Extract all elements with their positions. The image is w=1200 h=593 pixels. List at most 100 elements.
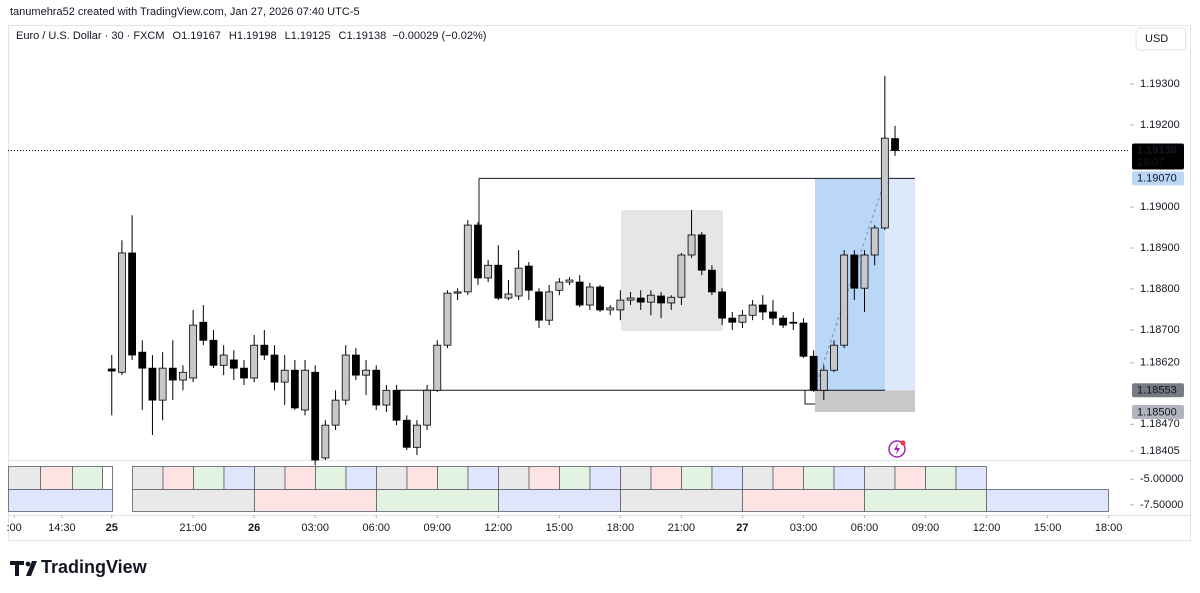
session-box bbox=[223, 466, 255, 490]
header-text: tanumehra52 created with TradingView.com… bbox=[10, 6, 360, 18]
session-box bbox=[8, 466, 41, 490]
position-stop bbox=[815, 390, 915, 413]
candle-body bbox=[718, 291, 726, 319]
candle-body bbox=[189, 324, 198, 379]
session-box bbox=[498, 489, 621, 512]
legend-value: 1.19198 bbox=[237, 30, 277, 42]
candle-body bbox=[331, 399, 340, 426]
range-box bbox=[621, 210, 723, 331]
candle-body bbox=[250, 344, 259, 379]
candle-body bbox=[585, 286, 594, 306]
y-tick-label: 1.19300 bbox=[1140, 78, 1180, 90]
price-badge bbox=[1132, 405, 1184, 420]
session-box bbox=[345, 466, 377, 490]
candle-body bbox=[758, 304, 767, 313]
brand: TradingView bbox=[10, 557, 148, 577]
candle-body bbox=[657, 295, 665, 304]
session-box bbox=[193, 466, 225, 490]
candle-body bbox=[524, 265, 533, 291]
x-tick-label: :00 bbox=[6, 522, 21, 534]
candle-body bbox=[494, 264, 503, 299]
logo-part bbox=[26, 561, 37, 576]
candle-body bbox=[687, 234, 696, 256]
legend-value: 1.19167 bbox=[181, 30, 221, 42]
session-box bbox=[803, 466, 835, 490]
current-price-label: 1.19138 bbox=[1137, 144, 1177, 156]
candle-body bbox=[535, 291, 543, 321]
legend-key: H bbox=[229, 30, 237, 42]
candle-body bbox=[769, 311, 777, 319]
x-tick-label: 03:00 bbox=[790, 522, 818, 534]
x-tick-label: 06:00 bbox=[362, 522, 390, 534]
candle-body bbox=[341, 354, 350, 401]
candle-body bbox=[850, 254, 859, 289]
legend: Euro / U.S. Dollar · 30 · FXCM O1.19167 H1… bbox=[16, 30, 486, 42]
candle-body bbox=[260, 344, 269, 356]
candle-body bbox=[636, 297, 645, 303]
currency-label: USD bbox=[1145, 33, 1168, 45]
x-tick-label: 12:00 bbox=[973, 522, 1001, 534]
candle-body bbox=[158, 367, 167, 401]
candle-body bbox=[575, 281, 584, 306]
session-box bbox=[162, 466, 194, 490]
candle-body bbox=[616, 299, 625, 311]
candle-body bbox=[199, 321, 208, 341]
y-tick-label: 1.18405 bbox=[1140, 445, 1180, 457]
candle-body bbox=[433, 344, 442, 391]
candle-body bbox=[280, 369, 289, 383]
candle-body bbox=[229, 359, 238, 369]
session-box bbox=[72, 466, 103, 490]
candle-body bbox=[240, 367, 248, 379]
y-tick-label: 1.18620 bbox=[1140, 357, 1180, 369]
session-box bbox=[772, 466, 804, 490]
candle-body bbox=[799, 322, 808, 357]
session-box bbox=[833, 466, 865, 490]
session-box bbox=[650, 466, 682, 490]
session-box bbox=[315, 466, 347, 490]
y-tick-label: 1.19000 bbox=[1140, 201, 1180, 213]
candle-body bbox=[545, 291, 554, 321]
session-box bbox=[8, 489, 113, 512]
candle-body bbox=[413, 424, 421, 448]
session-box bbox=[254, 489, 377, 512]
candle-body bbox=[138, 351, 147, 369]
candle-body bbox=[402, 419, 411, 448]
candle-body bbox=[219, 354, 228, 366]
legend-value: 1.19125 bbox=[291, 30, 331, 42]
candle-body bbox=[596, 286, 604, 311]
session-box bbox=[589, 466, 621, 490]
candle-body bbox=[646, 294, 655, 303]
candle-body bbox=[107, 368, 116, 372]
session-box bbox=[864, 466, 896, 490]
candle-body bbox=[677, 254, 686, 298]
candle-body bbox=[880, 137, 889, 229]
candle-body bbox=[463, 224, 472, 293]
currency-button[interactable] bbox=[1135, 27, 1187, 51]
candle-body bbox=[504, 293, 513, 299]
x-tick-label: 26 bbox=[248, 522, 260, 534]
candle-body bbox=[148, 367, 157, 401]
legend-key: O bbox=[173, 30, 182, 42]
x-tick-label: 09:00 bbox=[424, 522, 452, 534]
candle-body bbox=[606, 307, 615, 311]
candle-body bbox=[809, 355, 818, 391]
x-tick-label: 15:00 bbox=[1034, 522, 1062, 534]
logo-part bbox=[10, 561, 24, 576]
brand-name: TradingView bbox=[41, 557, 148, 577]
candle-body bbox=[351, 354, 360, 376]
x-tick-label: 06:00 bbox=[851, 522, 879, 534]
legend-value: 1.19138 bbox=[346, 30, 386, 42]
price-badge bbox=[1132, 171, 1184, 186]
session-box bbox=[498, 466, 530, 490]
entry-bracket bbox=[804, 390, 815, 405]
candle-body bbox=[128, 252, 137, 356]
candle-body bbox=[443, 292, 452, 346]
candle-body bbox=[860, 254, 869, 289]
alert-icon bbox=[888, 440, 906, 458]
session-box bbox=[528, 466, 560, 490]
candle-body bbox=[179, 371, 187, 381]
x-tick-label: 18:00 bbox=[607, 522, 635, 534]
x-tick-label: 12:00 bbox=[485, 522, 513, 534]
y-tick-label: 1.18800 bbox=[1140, 283, 1180, 295]
